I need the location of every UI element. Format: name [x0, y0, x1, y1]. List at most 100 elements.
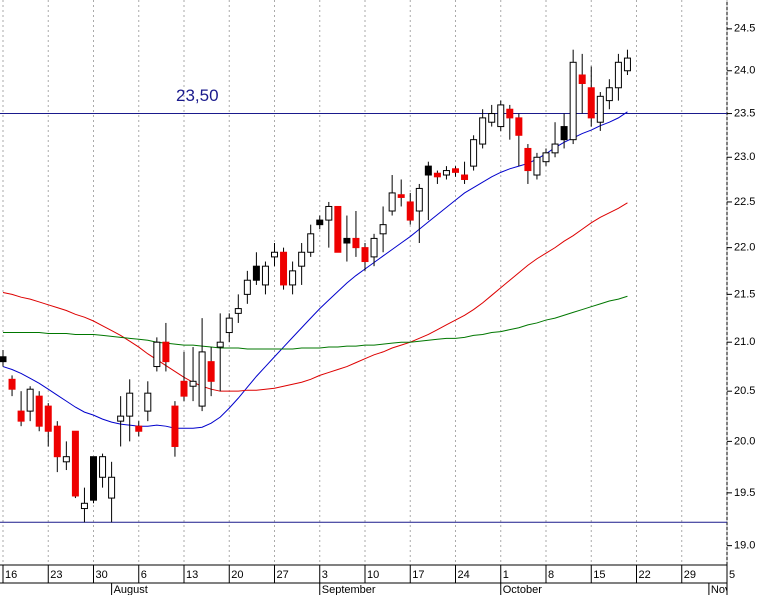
- candle-body: [180, 380, 188, 397]
- candle-body: [225, 317, 233, 334]
- axes: 19.0 19.5 20.0 20.5 21.0 21.5 22.0 22.5 23.0 23.5…: [2, 23, 762, 595]
- candle-body: [280, 251, 288, 286]
- candle-body: [334, 205, 342, 253]
- candle-body: [524, 147, 532, 172]
- candle-body: [71, 430, 79, 497]
- x-tick-label: 13: [186, 569, 198, 581]
- candle-body: [470, 139, 478, 167]
- x-tick-label: 5: [729, 569, 735, 581]
- candle-body: [587, 87, 595, 119]
- candle-body: [406, 201, 414, 221]
- candle-body: [551, 143, 559, 154]
- candle-body: [605, 87, 613, 102]
- x-tick-label: 10: [367, 569, 379, 581]
- candle-body: [479, 117, 487, 145]
- y-tick-label: 19.0: [734, 540, 755, 552]
- candle-body: [144, 392, 152, 412]
- candle-body: [560, 126, 568, 141]
- candle-body: [623, 57, 631, 72]
- candle-body: [370, 237, 378, 258]
- candle-body: [261, 265, 269, 286]
- candle-body: [271, 251, 278, 258]
- moving-average-line: [3, 295, 628, 350]
- x-tick-label: 30: [96, 569, 108, 581]
- candle-body: [542, 152, 550, 163]
- candle-body: [497, 104, 505, 128]
- candle-body: [44, 405, 52, 432]
- candle-body: [578, 74, 586, 84]
- candle-body: [424, 165, 432, 176]
- candle-body: [488, 113, 496, 123]
- candle-body: [533, 156, 541, 176]
- x-tick-label: 16: [5, 569, 17, 581]
- x-tick-label: 20: [231, 569, 243, 581]
- candle-body: [289, 270, 297, 286]
- candle-body: [8, 378, 16, 390]
- y-tick-label: 22.5: [734, 196, 755, 208]
- candle-body: [343, 237, 351, 244]
- y-tick-label: 20.0: [734, 435, 755, 447]
- candle-body: [415, 187, 423, 212]
- candle-body: [0, 356, 7, 363]
- x-tick-label: 15: [593, 569, 605, 581]
- candle-body: [62, 456, 70, 463]
- candle-body: [198, 351, 206, 407]
- x-tick-label: 3: [322, 569, 328, 581]
- horizontal-line-label: 23,50: [176, 86, 219, 105]
- month-label: August: [114, 584, 148, 595]
- plot: 23,50: [0, 49, 727, 523]
- candle-body: [307, 233, 315, 253]
- candle-body: [90, 456, 97, 501]
- month-label: November: [711, 584, 762, 595]
- x-tick-label: 23: [50, 569, 62, 581]
- candle-body: [569, 61, 577, 141]
- candle-body: [388, 192, 396, 212]
- y-tick-label: 20.5: [734, 385, 755, 397]
- candle-body: [433, 172, 441, 178]
- candle-body: [298, 251, 306, 267]
- candle-body: [397, 194, 405, 198]
- candle-body: [216, 341, 224, 348]
- candle-body: [153, 341, 161, 368]
- month-labels: August September October November: [111, 583, 762, 595]
- candle-body: [108, 476, 116, 499]
- x-tick-label: 27: [277, 569, 289, 581]
- candle-body: [117, 415, 125, 422]
- y-tick-label: 21.5: [734, 288, 755, 300]
- moving-average-line: [2, 111, 628, 429]
- candle-body: [135, 425, 143, 432]
- x-tick-label: 17: [412, 569, 424, 581]
- candle-body: [171, 405, 179, 447]
- y-tick-label: 24.0: [734, 65, 755, 77]
- candle-body: [452, 168, 459, 173]
- candle-body: [80, 502, 88, 510]
- candle-body: [461, 174, 469, 180]
- candle-body: [596, 95, 604, 123]
- candle-body: [515, 117, 523, 136]
- candle-body: [252, 265, 260, 281]
- x-tick-label: 29: [684, 569, 696, 581]
- candle-body: [614, 61, 622, 89]
- y-tick-label: 23.0: [734, 151, 755, 163]
- y-tick-label: 23.5: [734, 107, 755, 119]
- y-tick-label: 22.0: [734, 242, 755, 254]
- moving-average-line: [2, 202, 628, 392]
- candle-body: [243, 279, 251, 295]
- candle-body: [35, 395, 43, 427]
- candle-body: [99, 456, 107, 478]
- candle-body: [442, 170, 450, 176]
- candle-body: [379, 224, 387, 235]
- candle-body: [162, 341, 170, 363]
- candle-body: [234, 308, 242, 314]
- candle-body: [53, 425, 61, 458]
- candle-body: [361, 247, 369, 263]
- x-tick-label: 6: [141, 569, 147, 581]
- x-tick-label: 24: [458, 569, 470, 581]
- month-label: October: [503, 584, 542, 595]
- y-tick-label: 19.5: [734, 487, 755, 499]
- y-tick-label: 21.0: [734, 336, 755, 348]
- candle-body: [17, 410, 25, 422]
- candle-body: [316, 219, 324, 226]
